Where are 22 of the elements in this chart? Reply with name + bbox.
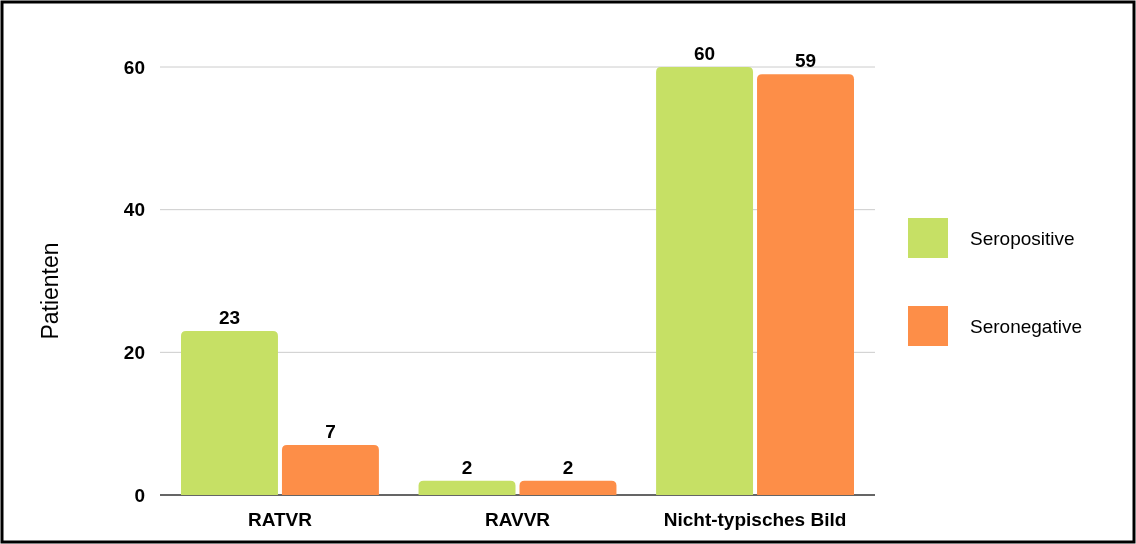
bar: [519, 480, 617, 495]
data-label: 2: [461, 456, 473, 478]
data-label: 60: [693, 43, 716, 64]
data-label: 59: [794, 50, 817, 72]
y-tick-label: 20: [123, 341, 145, 363]
x-tick-label: Nicht-typisches Bild: [663, 509, 847, 530]
y-tick-label: 40: [123, 199, 145, 221]
x-tick-label: RATVR: [247, 509, 313, 530]
y-tick-label: 0: [134, 484, 145, 506]
x-tick-label: RAVVR: [484, 509, 551, 530]
legend-label: Seronegative: [970, 315, 1082, 337]
bar: [656, 67, 754, 495]
y-tick-label: 60: [123, 56, 145, 78]
data-label: 23: [218, 306, 241, 328]
bar: [757, 74, 854, 495]
data-label: 7: [325, 421, 336, 443]
y-axis-title: Patienten: [37, 242, 63, 340]
bar: [418, 480, 516, 495]
bar: [281, 445, 379, 495]
bar: [181, 330, 278, 495]
data-label: 2: [562, 456, 574, 478]
legend-label: Seropositive: [970, 227, 1075, 249]
